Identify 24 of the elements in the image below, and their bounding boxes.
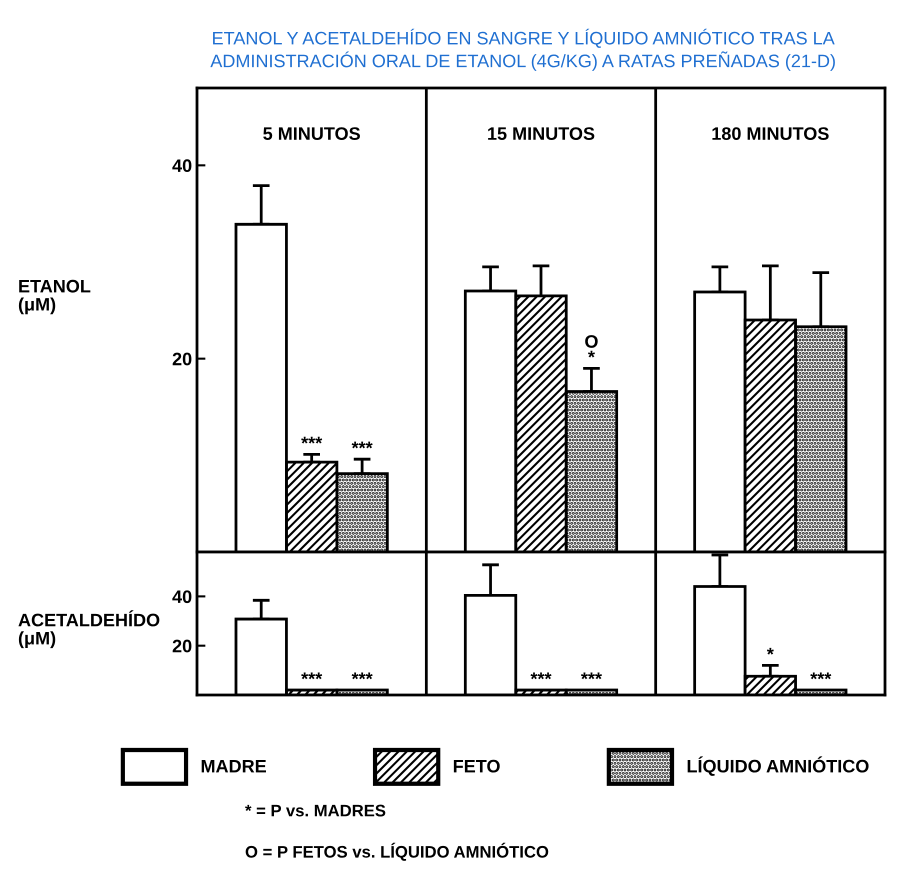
data-label: *** — [810, 672, 832, 680]
legend-label: LÍQUIDO AMNIÓTICO — [688, 756, 869, 776]
y-tick-label: 20 — [172, 640, 192, 652]
data-label: * — [766, 648, 774, 655]
legend-label: MADRE — [202, 760, 266, 772]
x-tick-label: 15 MINUTOS — [488, 127, 594, 140]
data-label: O * — [585, 335, 598, 358]
data-label: *** — [301, 436, 322, 444]
y-axis-title: ACETALDEHÍDO (μM) — [18, 610, 160, 648]
data-label: *** — [352, 442, 373, 448]
legend-label: FETO — [454, 760, 500, 773]
y-axis-title: ETANOL (μM) — [18, 280, 90, 314]
data-label: *** — [530, 672, 552, 680]
x-tick-label: 180 MINUTOS — [712, 127, 829, 140]
text: ETANOL Y ACETALDEHÍDO EN SANGRE Y LÍQUIDO AMNIÓTICO TRAS LA ADMINISTRACIÓN ORAL DE ETANOL (4G/KG) A RATAS PREÑADAS (21-D) — [210, 28, 835, 71]
text: * = P vs. MADRES — [245, 804, 386, 816]
y-tick-label: 40 — [172, 159, 192, 172]
data-label: *** — [352, 672, 373, 680]
text: O = P FETOS vs. LÍQUIDO AMNIÓTICO — [246, 842, 548, 861]
y-tick-label: 40 — [172, 590, 192, 604]
data-label: *** — [301, 672, 322, 680]
x-tick-label: 5 MINUTOS — [263, 127, 360, 140]
data-label: *** — [580, 672, 602, 680]
y-tick-label: 20 — [172, 352, 192, 366]
